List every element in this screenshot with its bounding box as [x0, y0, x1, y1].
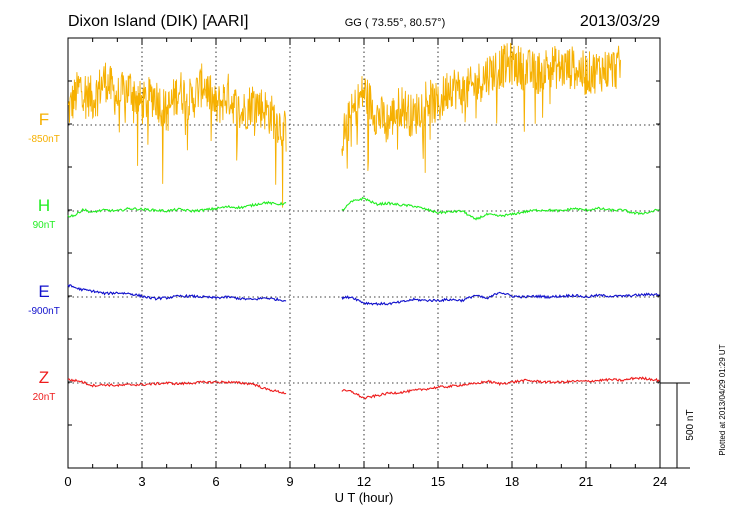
- scale-bar: 500 nT: [660, 382, 696, 469]
- x-tick-label: 0: [64, 474, 71, 489]
- series-f-baseline: -850nT: [28, 134, 60, 145]
- x-tick-label: 12: [357, 474, 371, 489]
- series-e-name: E: [38, 282, 49, 301]
- station-title: Dixon Island (DIK) [AARI]: [68, 13, 249, 30]
- series-z-baseline: 20nT: [33, 392, 56, 403]
- series-f-line: [341, 42, 621, 173]
- series-h-baseline: 90nT: [33, 220, 56, 231]
- series-z-line: [67, 378, 287, 395]
- x-tick-label: 9: [286, 474, 293, 489]
- x-tick-label: 18: [505, 474, 519, 489]
- x-tick-label: 6: [212, 474, 219, 489]
- series-labels: F -850nT H 90nT E -900nT Z 20nT: [28, 110, 60, 403]
- series-e-line: [341, 291, 660, 306]
- series-f-line: [68, 62, 287, 208]
- scale-bar-label: 500 nT: [685, 409, 696, 440]
- series-h-line: [67, 200, 287, 218]
- series-lines: [67, 42, 660, 400]
- x-tick-label: 3: [138, 474, 145, 489]
- date-label: 2013/03/29: [580, 13, 660, 30]
- axis-ticks: 0 3 6 9 12 15 18 21 24: [64, 37, 667, 489]
- series-f-name: F: [39, 110, 49, 129]
- x-axis-label: U T (hour): [335, 490, 394, 505]
- x-tick-label: 21: [579, 474, 593, 489]
- series-e-baseline: -900nT: [28, 306, 60, 317]
- series-h-line: [341, 196, 660, 221]
- series-e-line: [67, 284, 287, 302]
- coordinates-label: GG ( 73.55°, 80.57°): [345, 17, 446, 29]
- series-h-name: H: [38, 196, 50, 215]
- series-z-line: [341, 376, 660, 400]
- series-z-name: Z: [39, 368, 49, 387]
- plotted-timestamp: Plotted at 2013/04/29 01:29 UT: [718, 344, 727, 455]
- x-tick-label: 24: [653, 474, 667, 489]
- x-tick-label: 15: [431, 474, 445, 489]
